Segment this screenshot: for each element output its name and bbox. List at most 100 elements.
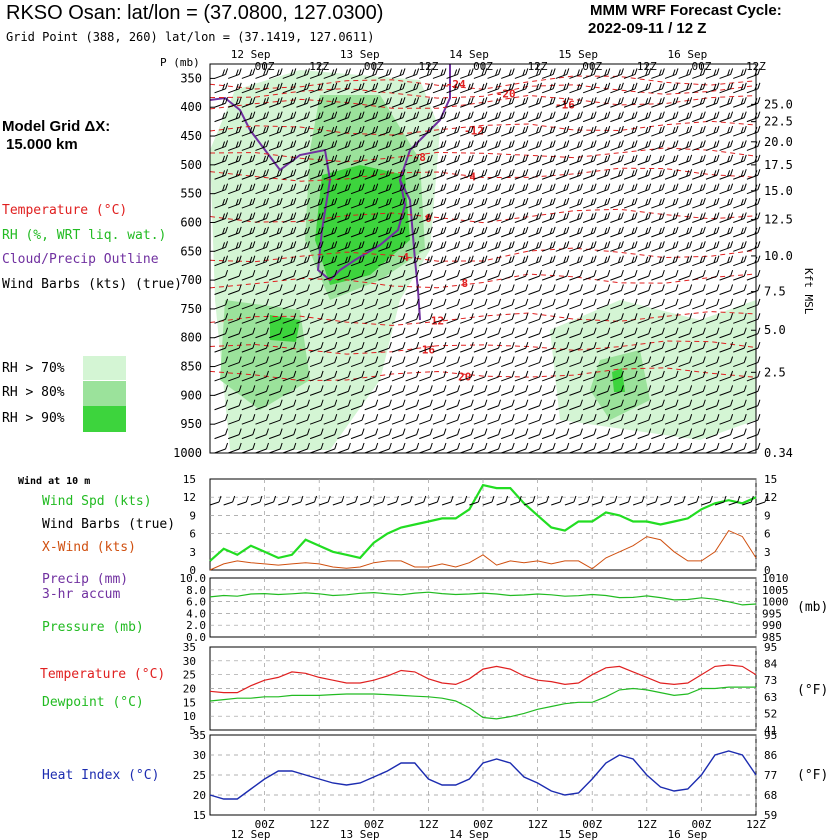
- wind-barb-flag: [743, 125, 747, 133]
- wind-barb-flag: [672, 83, 676, 91]
- wind-barb: [350, 414, 365, 425]
- wind-barb-staff: [637, 448, 649, 454]
- wind-barb-staff: [719, 203, 731, 209]
- wind-barb-staff: [378, 160, 390, 166]
- wind-barb-flag: [699, 83, 703, 91]
- wind-barb-flag: [552, 269, 556, 277]
- wind-barb: [405, 226, 420, 238]
- wind-barb: [296, 399, 310, 411]
- wind-barb-flag: [730, 385, 734, 392]
- wind-barb-staff: [268, 390, 281, 396]
- wind-barb-flag: [238, 241, 242, 248]
- wind-barb-flag: [303, 242, 307, 249]
- hour-label-bottom: 00Z: [691, 818, 711, 831]
- wind-barb-staff: [296, 362, 308, 368]
- wind-barb-staff: [705, 434, 718, 440]
- wind-barb-staff: [473, 275, 486, 281]
- wind-barb: [255, 226, 269, 238]
- wind-barb-staff: [473, 261, 486, 267]
- wind-barb-flag: [579, 255, 583, 262]
- wind-barb: [569, 97, 583, 108]
- legend-wind: Wind Barbs (kts) (true): [2, 277, 183, 292]
- wind-barb-flag: [620, 111, 624, 118]
- wind-barb-flag: [563, 141, 567, 148]
- wind-barb-staff: [446, 448, 458, 454]
- wind-barb: [419, 284, 433, 295]
- wind-barb-staff: [405, 145, 417, 151]
- wind-barb-staff: [228, 203, 240, 209]
- wind-barb-flag: [743, 111, 747, 118]
- wind-barb-staff: [391, 160, 404, 166]
- wind-barb-flag: [661, 125, 665, 133]
- wind-barb-flag: [675, 125, 679, 133]
- wind-barb: [391, 125, 406, 137]
- wind-barb-flag: [498, 313, 502, 320]
- wind-barb-flag: [388, 414, 392, 421]
- wind-barb: [214, 341, 229, 353]
- wind-barb-flag: [238, 197, 242, 205]
- legend-rh90: RH > 90%: [2, 411, 65, 426]
- wind-barb: [364, 399, 379, 411]
- wind-barb-flag: [344, 184, 348, 191]
- wind-barb-flag: [590, 112, 594, 119]
- wind-barb-flag: [525, 241, 529, 248]
- wind-barb-staff: [419, 275, 431, 281]
- wind-barb-flag: [661, 399, 665, 406]
- wind-barb-flag: [484, 97, 488, 104]
- wind-barb-flag: [645, 83, 649, 91]
- wind-barb-staff: [487, 88, 499, 94]
- wind-barb: [309, 197, 324, 209]
- wind-barb-flag: [402, 212, 406, 219]
- wind-barb: [268, 313, 283, 324]
- wind-barb-flag: [467, 227, 471, 235]
- wind-barb-flag: [563, 155, 567, 163]
- wind-barb-flag: [454, 155, 458, 163]
- wind-barb-flag: [552, 125, 556, 133]
- wind-barb-flag: [249, 199, 253, 206]
- wind-barb-flag: [347, 284, 351, 291]
- wind-barb-staff: [528, 174, 540, 180]
- wind-barb: [350, 327, 365, 339]
- dewpoint-series: [209, 686, 756, 720]
- wind-barb-flag: [498, 298, 502, 306]
- wind-barb-staff: [364, 333, 376, 339]
- wind-barb: [432, 197, 447, 209]
- wind-barb: [350, 269, 365, 281]
- legend-cloud: Cloud/Precip Outline: [2, 252, 159, 267]
- wind-barb: [541, 399, 556, 411]
- wind-barb-flag: [552, 399, 556, 406]
- wind-barb-staff: [255, 145, 267, 151]
- surface-wind-barb: [332, 495, 345, 506]
- wind-barb-flag: [402, 140, 406, 147]
- wind-barb: [405, 183, 420, 195]
- wind-barb: [350, 183, 365, 195]
- wind-barb-staff: [378, 261, 390, 267]
- wind-barb-flag: [620, 399, 624, 406]
- wind-barb-flag: [344, 227, 348, 235]
- wind-barb-flag: [566, 212, 570, 219]
- wind-barb-staff: [733, 131, 745, 137]
- wind-barb-staff: [391, 102, 404, 108]
- wind-barb-staff: [637, 362, 649, 368]
- cloud-outline: [209, 64, 451, 282]
- wind-barb-flag: [658, 141, 662, 148]
- wind-barb-flag: [713, 141, 717, 148]
- wind-barb-flag: [266, 197, 269, 205]
- wind-barb: [446, 327, 461, 339]
- wind-barb-flag: [225, 241, 229, 248]
- wind-barb-staff: [364, 189, 376, 195]
- wind-barb: [405, 154, 420, 166]
- wind-barb-flag: [576, 227, 580, 235]
- wind-barb: [255, 269, 269, 281]
- wind-barb-staff: [323, 88, 335, 94]
- wind-barb: [582, 197, 597, 209]
- wind-barb-staff: [487, 290, 499, 295]
- wind-barb-flag: [675, 82, 679, 89]
- wind-barb-flag: [525, 284, 529, 291]
- wind-barb-staff: [446, 131, 458, 137]
- wind-barb-staff: [582, 160, 595, 166]
- wind-barb: [460, 197, 474, 209]
- wind-barb-flag: [225, 154, 229, 162]
- wind-barb: [241, 341, 256, 353]
- wind-barb-flag: [648, 212, 652, 219]
